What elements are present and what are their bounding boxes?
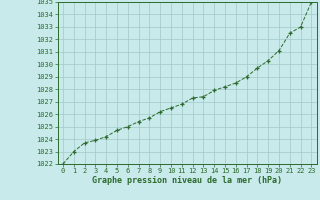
X-axis label: Graphe pression niveau de la mer (hPa): Graphe pression niveau de la mer (hPa) <box>92 176 282 185</box>
